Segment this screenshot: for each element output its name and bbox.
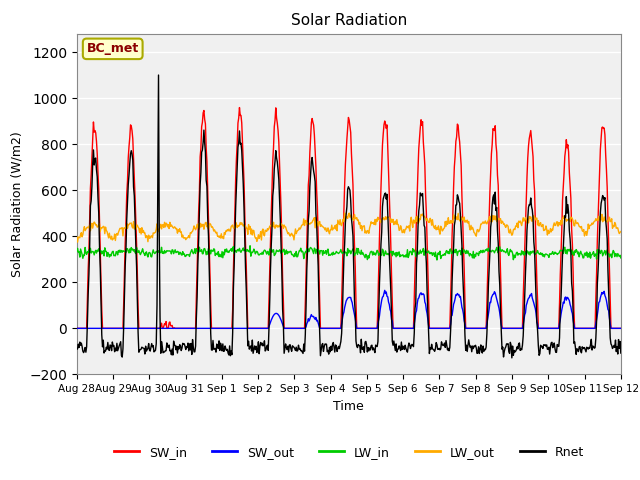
LW_out [84, 224, 92, 230]
LW_out [73, 234, 81, 240]
Y-axis label: Solar Radiation (W/m2): Solar Radiation (W/m2) [11, 131, 24, 277]
Rnet [223, 347, 231, 352]
Line: SW_out: SW_out [77, 290, 621, 328]
Line: SW_in: SW_in [77, 108, 621, 328]
SW_out [617, 325, 625, 331]
LW_in [617, 255, 625, 261]
Title: Solar Radiation: Solar Radiation [291, 13, 407, 28]
LW_in [431, 249, 439, 255]
LW_in [83, 252, 90, 257]
SW_in [617, 325, 625, 331]
Text: BC_met: BC_met [86, 42, 139, 55]
LW_in [416, 250, 424, 256]
Rnet [416, 202, 424, 208]
LW_in [223, 246, 230, 252]
LW_out [417, 217, 424, 223]
X-axis label: Time: Time [333, 400, 364, 413]
SW_in [416, 135, 424, 141]
SW_out [194, 325, 202, 331]
Rnet [139, 345, 147, 351]
SW_out [223, 325, 230, 331]
SW_in [236, 105, 243, 110]
Rnet [617, 350, 625, 356]
Legend: SW_in, SW_out, LW_in, LW_out, Rnet: SW_in, SW_out, LW_in, LW_out, Rnet [109, 441, 589, 464]
Rnet [508, 355, 516, 361]
LW_out [433, 227, 440, 233]
SW_in [73, 325, 81, 331]
LW_out [223, 227, 231, 232]
SW_out [73, 325, 81, 331]
LW_out [195, 221, 202, 227]
Line: Rnet: Rnet [77, 75, 621, 358]
Rnet [73, 347, 81, 352]
LW_in [433, 257, 441, 263]
Rnet [155, 72, 163, 78]
SW_in [431, 325, 439, 331]
SW_in [223, 325, 230, 331]
Line: LW_in: LW_in [77, 246, 621, 260]
SW_out [139, 325, 147, 331]
Rnet [83, 344, 90, 349]
SW_in [139, 325, 147, 331]
LW_out [617, 228, 625, 234]
SW_in [194, 238, 202, 244]
LW_out [140, 228, 147, 233]
SW_out [431, 325, 439, 331]
Line: LW_out: LW_out [77, 213, 621, 242]
SW_out [83, 325, 90, 331]
SW_out [381, 288, 388, 293]
Rnet [431, 346, 439, 351]
LW_out [74, 239, 81, 245]
LW_out [340, 210, 348, 216]
LW_in [246, 243, 254, 249]
LW_in [73, 248, 81, 254]
LW_in [139, 246, 147, 252]
LW_in [194, 248, 202, 253]
SW_in [83, 325, 90, 331]
Rnet [195, 238, 202, 244]
SW_out [416, 292, 424, 298]
